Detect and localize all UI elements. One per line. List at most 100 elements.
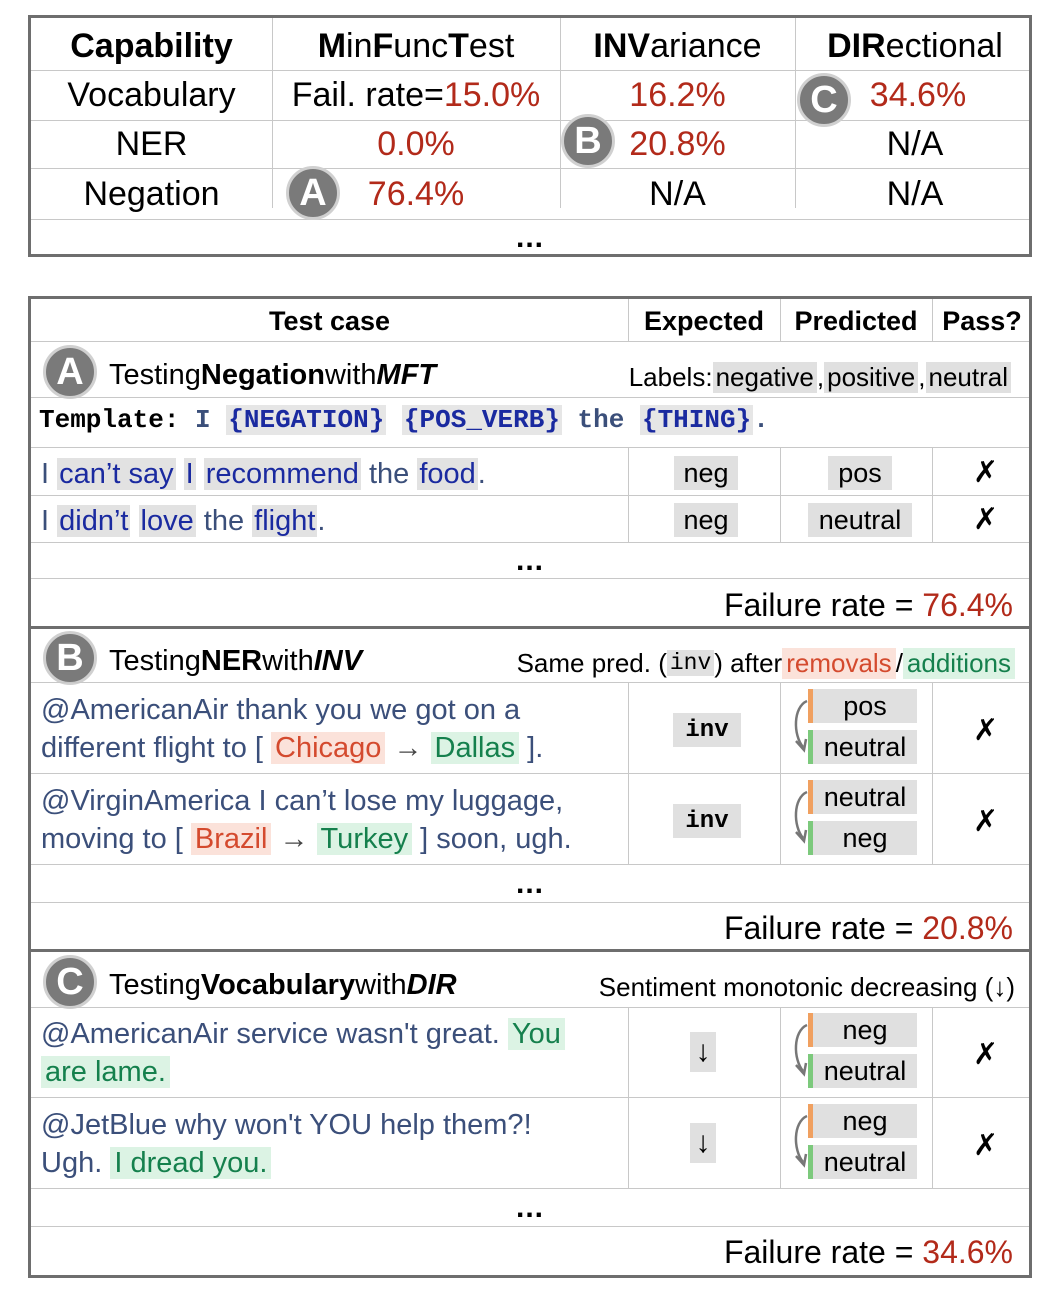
row-divider [31,1188,1029,1189]
col-divider [795,18,796,208]
cell-capability: Negation [83,174,220,213]
row-divider [31,447,1029,448]
col-divider [780,682,781,864]
removal-marker [808,689,813,723]
prediction-after: neg [813,821,917,855]
row-divider [31,1097,1029,1098]
test-case-text: @JetBlue why won't YOU help them?! Ugh. … [41,1109,532,1179]
failure-rate: Failure rate = 20.8% [723,910,1013,946]
test-case-text: @AmericanAir service wasn't great. You a… [41,1015,565,1091]
header-test-case: Test case [268,305,391,336]
expected-decrease-arrow: ↓ [690,1123,716,1163]
test-case-text: @AmericanAir thank you we got on a diffe… [41,694,544,764]
addition-marker [808,730,813,764]
header-pass: Pass? [942,305,1022,336]
prediction-after: neutral [813,1145,917,1179]
row-divider [31,341,1029,342]
expected-label: neg [674,456,738,490]
cell-dir: 34.6% [869,76,967,114]
badge-a: A [43,345,97,399]
section-divider [31,626,1029,629]
predicted-label: neutral [808,503,912,537]
col-divider [628,682,629,864]
col-divider [932,682,933,864]
expected-label: inv [673,713,741,747]
fail-mark: ✗ [973,1038,999,1071]
col-divider [932,299,933,341]
predicted-label: pos [828,456,892,490]
addition-marker [808,1054,813,1088]
badge-a: A [286,166,340,220]
expected-label: neg [674,503,738,537]
row-divider [31,578,1029,579]
change-arrow-icon [794,1114,808,1168]
change-arrow-icon [794,699,808,753]
row-divider [31,542,1029,543]
section-divider [31,949,1029,952]
col-divider [932,1007,933,1188]
header-predicted: Predicted [794,305,918,336]
col-divider [560,18,561,208]
col-divider [272,18,273,208]
prediction-after: neutral [813,730,917,764]
badge-b: B [43,631,97,685]
row-divider [31,1226,1029,1227]
cell-dir: N/A [886,125,944,163]
row-divider [31,219,1029,220]
row-divider [31,495,1029,496]
expected-label: inv [673,804,741,838]
col-divider [628,299,629,341]
header-inv: INV ariance [593,26,762,65]
badge-c: C [797,73,851,127]
addition-marker [808,821,813,855]
fail-mark: ✗ [973,714,999,747]
test-case-text: I didn’t love the flight. [41,505,326,537]
row-divider [31,902,1029,903]
row-divider [31,397,1029,398]
row-divider [31,120,1029,121]
row-divider [31,168,1029,169]
detail-table: Test case Expected Predicted Pass? A Tes… [28,296,1032,1278]
cell-dir: N/A [886,174,944,213]
cell-inv: 16.2% [629,76,726,114]
template: Template: I {NEGATION} {POS_VERB} the {T… [39,405,769,435]
section-b-description: Same pred. (inv) after removals / additi… [517,645,1015,681]
failure-rate: Failure rate = 34.6% [723,1234,1013,1270]
section-a-labels: Labels: negative, positive, neutral [629,359,1011,395]
fail-mark: ✗ [973,503,999,536]
ellipsis: ... [515,544,544,577]
row-divider [31,773,1029,774]
change-arrow-icon [794,790,808,844]
col-divider [780,1007,781,1188]
cell-capability: Vocabulary [67,76,236,114]
prediction-before: neg [813,1104,917,1138]
removal-marker [808,780,813,814]
expected-decrease-arrow: ↓ [690,1032,716,1072]
row-divider [31,1007,1029,1008]
cell-capability: NER [115,125,188,163]
header-expected: Expected [643,305,765,336]
change-arrow-icon [794,1023,808,1077]
col-divider [780,447,781,542]
failure-rate: Failure rate = 76.4% [723,587,1013,623]
cell-mft: Fail. rate= 15.0% [291,76,541,114]
row-divider [31,70,1029,71]
fail-mark: ✗ [973,805,999,838]
prediction-before: neg [813,1013,917,1047]
prediction-before: neutral [813,780,917,814]
cell-mft: 76.4% [367,174,465,213]
ellipsis: ... [515,1191,544,1224]
cell-inv: N/A [649,174,706,213]
cell-inv: 20.8% [629,125,726,163]
prediction-before: pos [813,689,917,723]
header-dir: DIR ectional [827,26,1003,65]
header-capability: Capability [70,26,233,65]
section-b-title: Testing NER with INV [109,644,363,677]
row-divider [31,864,1029,865]
section-c-title: Testing Vocabulary with DIR [109,968,457,1001]
badge-b: B [561,114,615,168]
col-divider [932,447,933,542]
ellipsis: ... [515,221,544,254]
fail-mark: ✗ [973,1129,999,1162]
